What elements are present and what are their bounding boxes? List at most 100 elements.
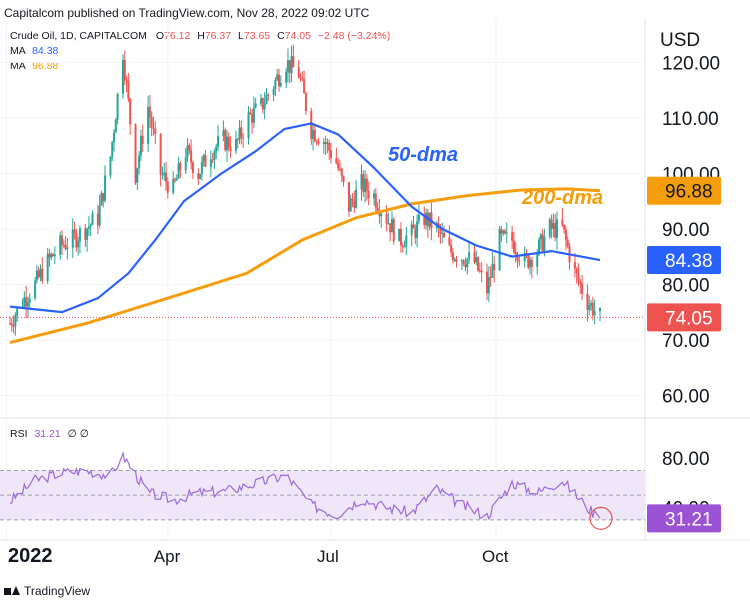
- candle-body: [460, 260, 463, 262]
- candle-body: [190, 150, 193, 163]
- candle-body: [365, 178, 368, 192]
- rsi-badge: [647, 504, 721, 533]
- candle-body: [498, 229, 501, 271]
- candle-body: [489, 277, 492, 279]
- price-badge: [647, 303, 721, 332]
- candle-body: [286, 60, 289, 72]
- candle-body: [523, 253, 526, 262]
- candle-body: [378, 211, 381, 217]
- candle-body: [227, 136, 230, 148]
- candle-body: [236, 139, 239, 141]
- candle-body: [66, 247, 69, 249]
- annotation-50dma: 50-dma: [388, 144, 458, 166]
- candle-body: [441, 232, 444, 234]
- candle-body: [84, 228, 87, 240]
- candle-body: [234, 139, 237, 151]
- candle-body: [229, 147, 232, 151]
- publisher-line: Capitalcom published on TradingView.com,…: [4, 6, 370, 20]
- candle-body: [376, 207, 379, 212]
- ma50-value: 84.38: [32, 45, 59, 57]
- candle-body: [310, 110, 313, 139]
- candle-body: [46, 253, 49, 282]
- candle-body: [177, 163, 180, 179]
- candle-body: [439, 227, 442, 234]
- candle-body: [527, 254, 530, 268]
- candle-body: [322, 142, 325, 144]
- rsi-value: 31.21: [34, 428, 61, 440]
- annotation-200dma: 200-dma: [521, 187, 603, 209]
- candle-body: [561, 219, 564, 225]
- candle-body: [355, 189, 358, 208]
- candle-body: [10, 323, 13, 326]
- candle-body: [134, 124, 137, 183]
- candle-body: [398, 228, 401, 242]
- candle-body: [324, 142, 327, 145]
- candle-body: [53, 254, 56, 257]
- candle-body: [464, 264, 467, 268]
- y-tick-label: 70.00: [662, 331, 710, 352]
- candle-body: [217, 136, 220, 147]
- candle-body: [335, 158, 338, 164]
- candle-body: [199, 173, 202, 179]
- candle-body: [136, 168, 139, 183]
- x-tick-label: Apr: [154, 547, 181, 566]
- candle-body: [14, 315, 17, 327]
- candle-body: [263, 103, 266, 110]
- candle-body: [200, 161, 203, 174]
- candle-body: [86, 228, 89, 240]
- candle-body: [50, 254, 53, 258]
- candle-body: [468, 252, 471, 259]
- candle-body: [71, 229, 74, 248]
- candle-body: [186, 145, 189, 158]
- candle-body: [586, 293, 589, 310]
- candle-body: [529, 259, 532, 268]
- candle-body: [353, 200, 356, 208]
- candle-body: [416, 221, 419, 238]
- candle-body: [62, 244, 65, 246]
- rsi-path: [9, 451, 601, 520]
- candle-body: [73, 229, 76, 233]
- candle-body: [317, 141, 320, 144]
- rsi-badge-label: 31.21: [665, 509, 713, 530]
- candle-body: [265, 94, 268, 104]
- candle-body: [579, 281, 582, 284]
- candle-body: [251, 113, 254, 123]
- candle-body: [26, 302, 29, 307]
- candle-body: [477, 257, 480, 271]
- candle-body: [150, 117, 153, 128]
- candle-body: [387, 223, 390, 225]
- candle-body: [450, 244, 453, 253]
- candle-body: [147, 106, 150, 144]
- candle-body: [466, 258, 469, 268]
- footer: TradingView: [4, 584, 90, 598]
- candle-body: [23, 297, 26, 307]
- candle-body: [349, 198, 352, 212]
- y-tick-label: 90.00: [662, 220, 710, 241]
- candle-body: [64, 245, 67, 249]
- low-label: L: [238, 30, 244, 42]
- candle-body: [290, 56, 293, 73]
- candle-body: [254, 103, 257, 108]
- y-tick-label: 80.00: [662, 275, 710, 296]
- candle-body: [374, 193, 377, 208]
- ma200-label: MA: [10, 60, 26, 72]
- candle-body: [77, 241, 80, 248]
- candle-body: [242, 137, 245, 139]
- candle-body: [573, 262, 576, 269]
- candle-body: [202, 154, 205, 162]
- candle-body: [37, 270, 40, 277]
- candle-body: [161, 174, 164, 176]
- candle-body: [588, 305, 591, 310]
- rsi-legend: RSI 31.21 ∅ ∅: [10, 428, 89, 440]
- rsi-tick-label: 80.00: [662, 449, 710, 470]
- candle-body: [480, 271, 483, 273]
- price-badge-label: 74.05: [665, 308, 713, 329]
- rsi-settings-icons[interactable]: ∅ ∅: [67, 428, 89, 440]
- candle-body: [184, 157, 187, 171]
- candle-body: [399, 228, 402, 246]
- candles: [9, 45, 601, 336]
- candle-body: [338, 168, 341, 170]
- chart-grid: [0, 18, 750, 541]
- candle-body: [188, 145, 191, 151]
